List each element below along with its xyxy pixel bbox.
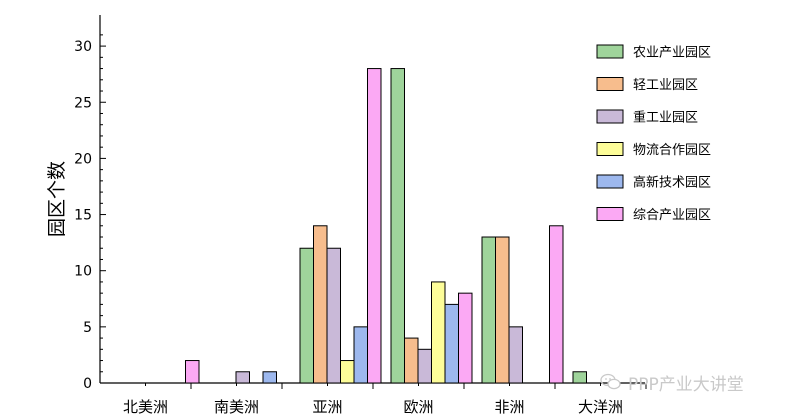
- bar: [390, 68, 405, 384]
- chart-bars: [185, 68, 587, 384]
- legend-swatch: [596, 77, 624, 91]
- legend-swatch: [596, 207, 624, 221]
- x-tick-label: 大洋洲: [578, 398, 623, 416]
- bar: [549, 225, 564, 384]
- bar: [444, 303, 459, 384]
- bar: [353, 326, 368, 384]
- legend-swatch: [596, 142, 624, 156]
- bar: [367, 68, 382, 384]
- bar: [481, 236, 496, 384]
- bar: [495, 236, 510, 384]
- y-tick-label: 20: [74, 151, 92, 167]
- x-tick-label: 南美洲: [214, 398, 259, 416]
- bar: [235, 371, 250, 384]
- legend-label: 物流合作园区: [633, 143, 711, 158]
- bar: [262, 371, 277, 384]
- chart-labels: 0 5 10 15 20 25 30 北美洲 南美洲 亚洲 欧洲 非洲 大洋洲: [74, 39, 623, 416]
- legend-label: 重工业园区: [633, 110, 698, 126]
- x-tick-label: 非洲: [494, 398, 524, 416]
- bar: [299, 247, 314, 384]
- legend-swatch: [596, 174, 624, 189]
- legend-swatch: [596, 44, 624, 59]
- legend-label: 综合产业园区: [633, 208, 711, 223]
- y-tick-label: 15: [74, 208, 92, 224]
- bar: [185, 360, 200, 384]
- bar: [431, 281, 446, 384]
- x-tick-label: 北美洲: [123, 398, 168, 416]
- legend-label: 农业产业园区: [633, 46, 711, 61]
- y-tick-label: 30: [74, 39, 92, 55]
- x-tick-label: 欧洲: [403, 398, 433, 416]
- watermark-text: PPP产业大讲堂: [628, 374, 744, 395]
- bar: [458, 292, 473, 384]
- wechat-icon: [600, 373, 621, 390]
- bar: [572, 371, 587, 384]
- bar: [508, 326, 523, 384]
- y-tick-label: 0: [83, 376, 92, 392]
- bar: [326, 247, 341, 384]
- bar: [313, 225, 328, 384]
- legend-swatch: [596, 109, 624, 124]
- bar: [404, 337, 419, 384]
- bar: [340, 360, 355, 384]
- x-tick-label: 亚洲: [312, 398, 342, 416]
- y-axis-label: 园区个数: [46, 161, 68, 237]
- y-tick-label: 10: [74, 264, 92, 280]
- y-tick-label: 5: [83, 320, 92, 336]
- y-tick-label: 25: [74, 95, 92, 111]
- legend-label: 高新技术园区: [633, 175, 711, 191]
- watermark: PPP产业大讲堂: [600, 371, 744, 395]
- bar: [417, 348, 432, 384]
- legend-label: 轻工业园区: [633, 78, 698, 93]
